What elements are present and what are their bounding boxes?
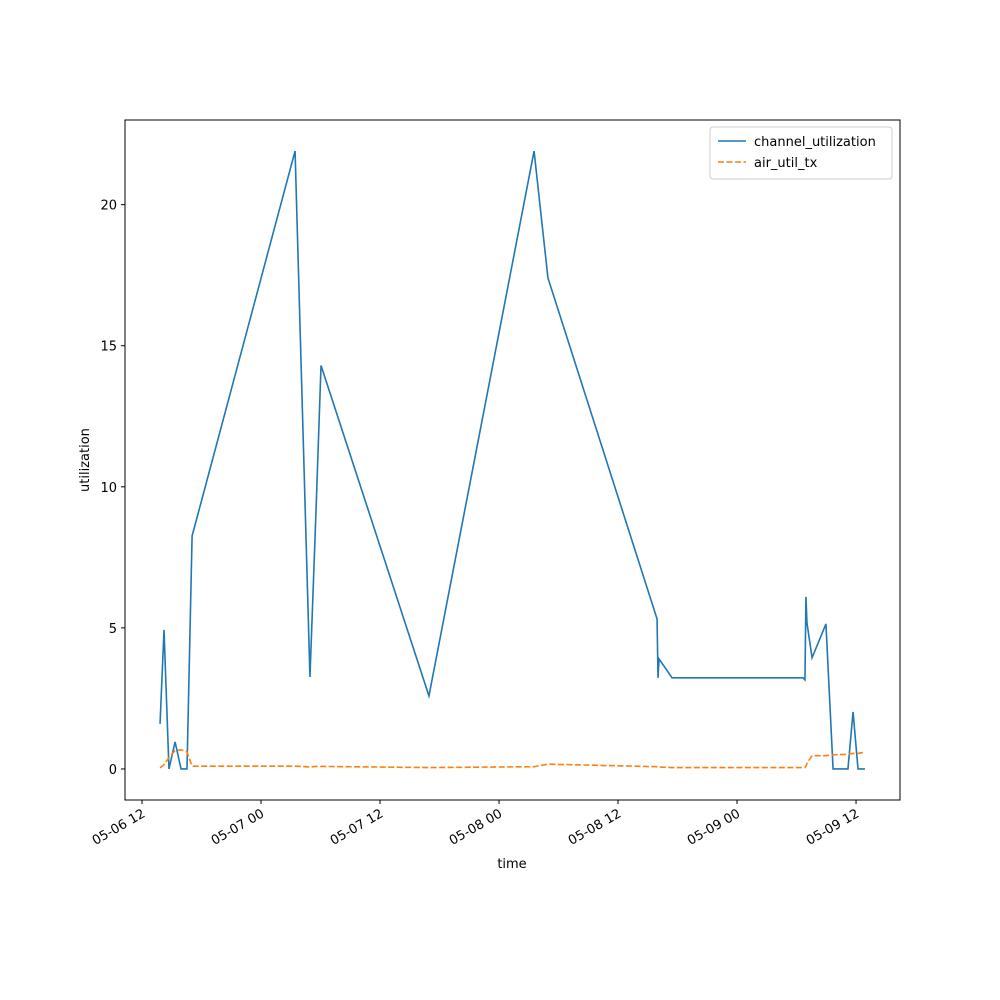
series-line (159, 748, 866, 769)
y-axis-label: utilization (78, 428, 93, 492)
x-tick-label: 05-09 00 (685, 806, 743, 848)
plot-frame (124, 119, 901, 801)
y-tick-label: 5 (109, 622, 117, 637)
x-tick-label: 05-06 12 (90, 806, 148, 848)
x-tick-label: 05-07 12 (328, 806, 386, 848)
y-tick-label: 10 (100, 481, 117, 496)
legend-frame (709, 126, 893, 180)
legend-label: air_util_tx (754, 156, 818, 171)
y-tick-label: 20 (100, 199, 117, 214)
legend: channel_utilization air_util_tx (709, 126, 893, 180)
x-tick-label: 05-08 12 (566, 806, 624, 848)
x-tick-label: 05-09 12 (804, 806, 862, 848)
legend-label: channel_utilization (754, 135, 876, 150)
series-line (159, 150, 865, 770)
y-tick-label: 0 (109, 763, 117, 778)
x-tick-label: 05-07 00 (209, 806, 267, 848)
y-tick-label: 15 (100, 340, 117, 355)
x-axis-label: time (497, 857, 526, 872)
x-tick-label: 05-08 00 (447, 806, 505, 848)
